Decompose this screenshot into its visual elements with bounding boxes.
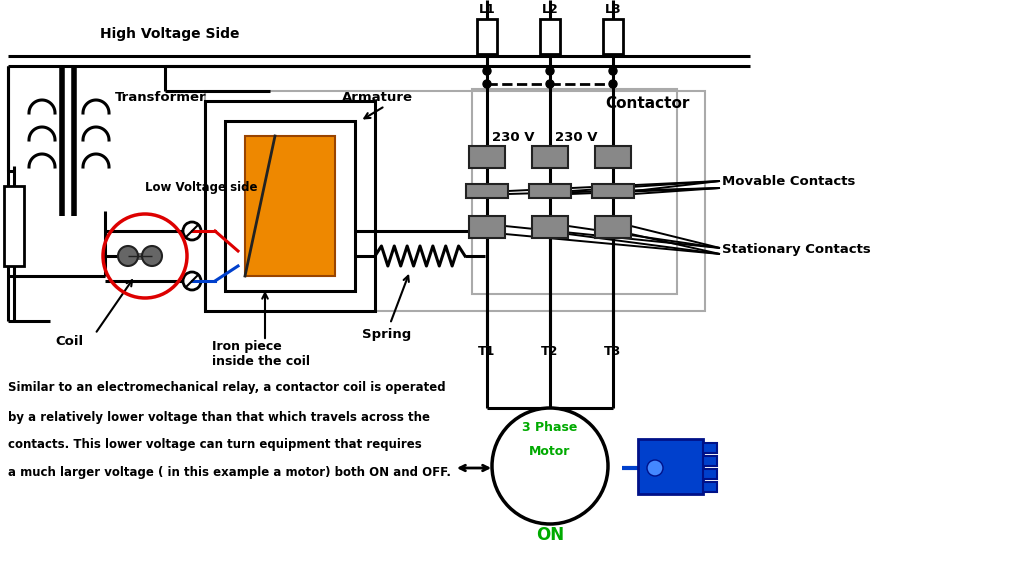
Text: 230 V: 230 V — [492, 131, 535, 144]
Bar — [703, 482, 717, 492]
Circle shape — [142, 246, 162, 266]
Circle shape — [183, 272, 201, 290]
Text: High Voltage Side: High Voltage Side — [100, 27, 240, 41]
Text: Motor: Motor — [529, 445, 570, 458]
Bar — [638, 439, 703, 494]
Text: T3: T3 — [604, 345, 622, 358]
Text: L1: L1 — [478, 3, 496, 16]
Circle shape — [118, 246, 138, 266]
Circle shape — [647, 460, 663, 476]
Text: 230 V: 230 V — [555, 131, 597, 144]
Circle shape — [609, 67, 617, 75]
Text: Iron piece
inside the coil: Iron piece inside the coil — [212, 340, 310, 368]
Text: Contactor: Contactor — [605, 96, 689, 111]
Circle shape — [483, 67, 490, 75]
Bar — [595, 146, 631, 168]
Bar — [469, 146, 505, 168]
Bar — [532, 216, 568, 238]
Bar — [469, 216, 505, 238]
Bar — [529, 184, 571, 198]
Circle shape — [492, 408, 608, 524]
Text: Low Voltage side: Low Voltage side — [145, 181, 257, 194]
Text: a much larger voltage ( in this example a motor) both ON and OFF.: a much larger voltage ( in this example … — [8, 466, 451, 479]
Text: contacts. This lower voltage can turn equipment that requires: contacts. This lower voltage can turn eq… — [8, 438, 422, 451]
Bar — [4, 186, 24, 266]
Text: T1: T1 — [478, 345, 496, 358]
Bar — [477, 19, 497, 54]
Text: Coil: Coil — [55, 335, 83, 348]
Text: Movable Contacts: Movable Contacts — [722, 175, 855, 188]
Circle shape — [183, 222, 201, 240]
Bar — [703, 443, 717, 453]
Text: Armature: Armature — [342, 91, 413, 104]
Bar — [225, 121, 355, 291]
Text: L2: L2 — [542, 3, 558, 16]
Text: ON: ON — [536, 526, 564, 544]
Bar — [703, 469, 717, 479]
Text: L3: L3 — [605, 3, 622, 16]
Bar — [603, 19, 623, 54]
Text: T2: T2 — [542, 345, 559, 358]
Bar — [205, 101, 375, 311]
Bar — [532, 146, 568, 168]
Bar — [466, 184, 508, 198]
Text: Spring: Spring — [362, 328, 412, 341]
Text: Stationary Contacts: Stationary Contacts — [722, 243, 870, 256]
Text: Similar to an electromechanical relay, a contactor coil is operated: Similar to an electromechanical relay, a… — [8, 381, 445, 394]
Circle shape — [546, 67, 554, 75]
Circle shape — [483, 80, 490, 88]
Bar — [540, 19, 560, 54]
Bar — [245, 136, 335, 276]
Circle shape — [546, 80, 554, 88]
Bar — [592, 184, 634, 198]
Text: Transformer: Transformer — [115, 91, 207, 104]
Bar — [595, 216, 631, 238]
Text: by a relatively lower voltage than that which travels across the: by a relatively lower voltage than that … — [8, 411, 430, 424]
Text: 3 Phase: 3 Phase — [522, 421, 578, 434]
Bar — [472, 89, 677, 294]
Circle shape — [609, 80, 617, 88]
Bar — [703, 456, 717, 466]
Bar — [205, 91, 705, 311]
